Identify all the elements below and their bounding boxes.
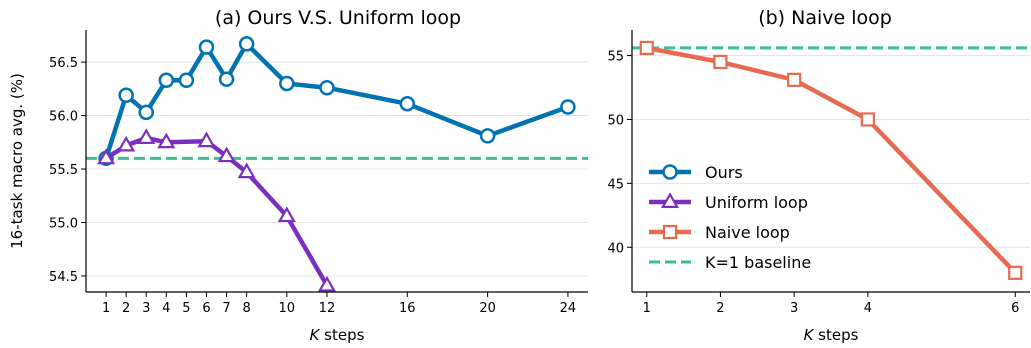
data-point <box>560 99 576 115</box>
data-point <box>279 75 295 92</box>
data-point <box>97 148 116 165</box>
data-point <box>217 146 236 163</box>
x-tick-label: 2 <box>716 301 724 316</box>
legend-marker <box>662 224 678 240</box>
data-point <box>237 162 256 179</box>
x-tick-label: 6 <box>1011 301 1019 316</box>
data-point <box>158 72 175 89</box>
data-point <box>399 96 416 112</box>
y-tick-label: 50 <box>607 113 624 128</box>
y-tick-label: 55 <box>607 50 624 65</box>
legend-label: K=1 baseline <box>705 253 811 272</box>
x-axis-label: K steps <box>804 326 859 344</box>
x-tick-label: 1 <box>643 301 651 316</box>
legend: Ours Uniform loop Naive loop K=1 baseline <box>649 163 811 272</box>
x-axis-label-text: steps <box>319 326 364 344</box>
data-point <box>118 87 134 103</box>
x-tick-label: 8 <box>242 301 250 316</box>
data-point <box>860 112 875 127</box>
data-point <box>157 132 176 149</box>
x-tick-label: 2 <box>122 301 130 316</box>
x-tick-label: 20 <box>479 301 496 316</box>
chart-title: (b) Naive loop <box>758 7 892 29</box>
x-tick-label: 4 <box>864 301 872 316</box>
data-point <box>317 275 336 292</box>
legend-label: Ours <box>705 163 743 182</box>
data-point <box>1008 265 1023 280</box>
data-point <box>479 128 496 144</box>
y-tick-label: 56.5 <box>49 56 78 71</box>
x-tick-label: 6 <box>202 301 210 316</box>
legend-marker <box>660 192 680 208</box>
x-axis-label-var: K <box>310 326 321 344</box>
y-tick-label: 56.0 <box>49 110 78 125</box>
x-tick-label: 16 <box>399 301 416 316</box>
series-line-0 <box>644 45 1018 276</box>
data-point <box>277 206 296 223</box>
x-tick-label: 3 <box>142 301 150 316</box>
y-tick-label: 45 <box>607 177 624 192</box>
x-tick-label: 4 <box>162 301 170 316</box>
panel-a: 54.555.055.556.056.51 2 3 4 5 6 7 8 10 12 16 20 24(a… <box>8 7 588 344</box>
y-tick-label: 54.5 <box>49 270 78 285</box>
y-axis-label: 16-task macro avg. (%) <box>8 73 26 249</box>
x-tick-label: 10 <box>279 301 296 316</box>
data-point <box>178 72 195 89</box>
data-point <box>198 39 215 55</box>
series-line-1 <box>103 135 330 288</box>
data-point <box>787 72 802 87</box>
legend-marker <box>662 164 678 180</box>
data-point <box>639 40 654 55</box>
panel-b: 40 45 50 55 1 2 3 4 6 (b) Naive loop K steps Ours Un… <box>607 7 1030 344</box>
legend-label: Uniform loop <box>705 193 808 212</box>
data-point <box>713 54 728 70</box>
y-tick-label: 55.5 <box>49 163 78 178</box>
x-axis-label: K steps <box>310 326 365 344</box>
data-point <box>138 104 154 121</box>
x-tick-label: 24 <box>560 301 577 316</box>
x-tick-label: 3 <box>790 301 798 316</box>
x-axis-label-text: steps <box>813 326 858 344</box>
data-point <box>218 71 235 87</box>
data-point <box>238 36 255 52</box>
data-point <box>319 79 335 96</box>
x-tick-label: 5 <box>182 301 190 316</box>
x-tick-label: 7 <box>222 301 230 316</box>
data-point <box>137 128 156 144</box>
legend-label: Naive loop <box>705 223 790 242</box>
data-point <box>197 131 216 148</box>
x-tick-label: 12 <box>319 301 336 316</box>
x-axis-label-var: K <box>804 326 815 344</box>
y-tick-label: 40 <box>607 241 624 256</box>
y-tick-label: 55.0 <box>49 216 78 231</box>
chart-title: (a) Ours V.S. Uniform loop <box>215 7 461 29</box>
data-point <box>117 135 136 152</box>
x-tick-label: 1 <box>102 301 110 316</box>
